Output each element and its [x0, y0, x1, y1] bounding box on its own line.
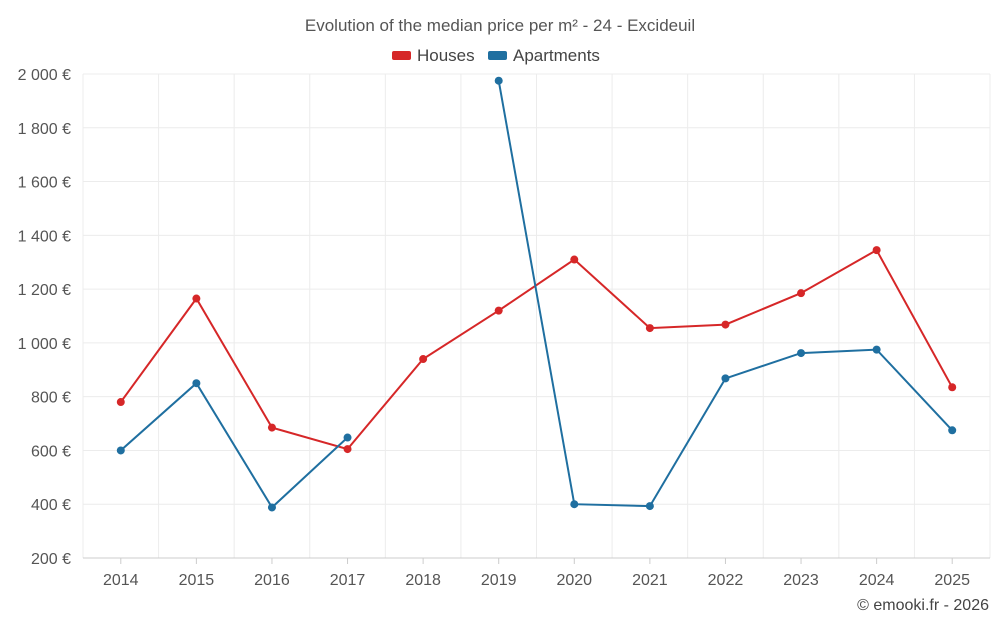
y-tick-label: 1 600 € — [18, 175, 71, 192]
series-line-apartments — [497, 80, 953, 508]
data-point-apartments-2025[interactable] — [948, 426, 957, 435]
data-point-houses-2022[interactable] — [721, 320, 730, 329]
x-tick-label: 2020 — [556, 572, 592, 589]
legend-item-houses[interactable]: Houses — [392, 46, 475, 65]
x-tick-label: 2017 — [330, 572, 366, 589]
data-point-apartments-2023[interactable] — [797, 349, 806, 358]
data-point-houses-2016[interactable] — [267, 423, 276, 432]
x-tick-label: 2024 — [859, 572, 895, 589]
data-point-houses-2014[interactable] — [116, 398, 125, 407]
data-point-houses-2019[interactable] — [494, 306, 503, 315]
y-tick-label: 400 € — [31, 497, 71, 514]
y-tick-label: 2 000 € — [18, 67, 71, 84]
y-tick-label: 200 € — [31, 551, 71, 568]
legend-label-apartments: Apartments — [513, 46, 600, 65]
x-tick-label: 2019 — [481, 572, 517, 589]
y-tick-label: 1 400 € — [18, 228, 71, 245]
y-tick-label: 1 200 € — [18, 282, 71, 299]
data-point-apartments-2022[interactable] — [721, 374, 730, 383]
data-point-houses-2020[interactable] — [570, 255, 579, 264]
x-tick-label: 2023 — [783, 572, 819, 589]
grid — [82, 73, 991, 558]
data-point-apartments-2024[interactable] — [872, 345, 881, 354]
data-point-apartments-2014[interactable] — [116, 446, 125, 455]
series — [116, 76, 957, 512]
credit-text: © emooki.fr - 2026 — [857, 597, 989, 614]
series-houses — [116, 246, 957, 454]
y-tick-label: 1 800 € — [18, 121, 71, 138]
data-point-apartments-2016[interactable] — [267, 503, 276, 512]
data-point-houses-2017[interactable] — [343, 445, 352, 454]
x-tick-label: 2018 — [405, 572, 441, 589]
data-point-apartments-2015[interactable] — [192, 379, 201, 388]
legend: Houses Apartments — [392, 46, 600, 65]
legend-label-houses: Houses — [417, 46, 475, 65]
y-tick-label: 600 € — [31, 443, 71, 460]
data-point-apartments-2019[interactable] — [494, 76, 503, 85]
x-tick-label: 2016 — [254, 572, 290, 589]
legend-swatch-apartments — [488, 51, 507, 60]
data-point-houses-2021[interactable] — [645, 324, 654, 333]
data-point-apartments-2020[interactable] — [570, 500, 579, 509]
data-point-apartments-2021[interactable] — [645, 502, 654, 511]
series-line-houses — [119, 248, 954, 451]
series-apartments — [116, 76, 957, 512]
x-tick-label: 2021 — [632, 572, 668, 589]
chart-title: Evolution of the median price per m² - 2… — [305, 16, 695, 35]
series-line-apartments — [120, 381, 349, 509]
data-point-houses-2024[interactable] — [872, 246, 881, 255]
x-tick-label: 2014 — [103, 572, 139, 589]
x-tick-label: 2025 — [934, 572, 970, 589]
axes: 200 € 400 € 600 € 800 € 1 000 € 1 200 € 1 400 … — [18, 67, 990, 589]
legend-swatch-houses — [392, 51, 411, 60]
data-point-houses-2025[interactable] — [948, 383, 957, 392]
data-point-houses-2018[interactable] — [419, 355, 428, 364]
legend-item-apartments[interactable]: Apartments — [488, 46, 600, 65]
y-tick-label: 1 000 € — [18, 336, 71, 353]
data-point-apartments-2017[interactable] — [343, 433, 352, 442]
data-point-houses-2015[interactable] — [192, 294, 201, 303]
x-tick-label: 2022 — [708, 572, 744, 589]
data-point-houses-2023[interactable] — [797, 289, 806, 298]
y-tick-label: 800 € — [31, 390, 71, 407]
x-tick-label: 2015 — [179, 572, 215, 589]
